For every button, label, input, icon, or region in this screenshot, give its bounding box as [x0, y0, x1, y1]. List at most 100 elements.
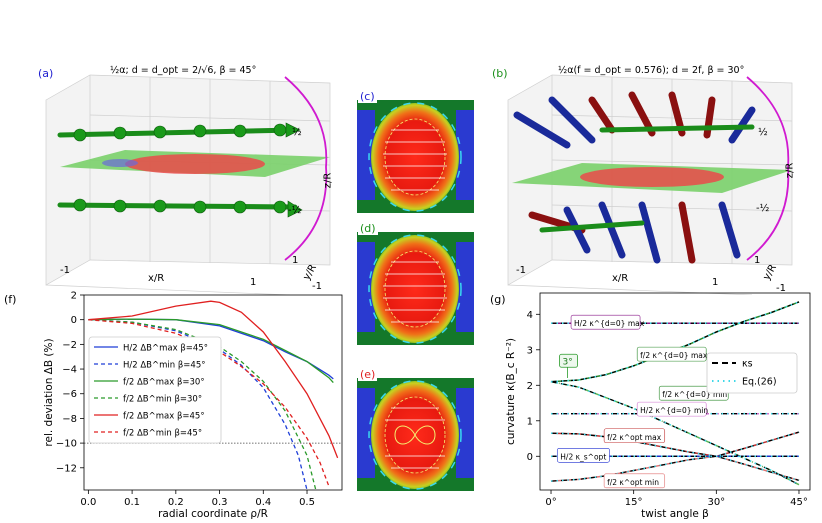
y-tick-label: 3 — [527, 345, 533, 356]
x-tick-label: 0° — [545, 497, 556, 508]
curve-label-box — [636, 401, 707, 417]
eq26-overlay — [550, 431, 800, 458]
panel-a-x-tick-left: -1 — [60, 265, 70, 276]
y-tick-label: −8 — [62, 414, 77, 425]
curve-label-box — [603, 473, 666, 489]
panel-a-y-tick-top: 1 — [292, 255, 299, 266]
x-tick-label: 0.4 — [255, 497, 271, 508]
panel-b-y-tick-top: 1 — [754, 255, 761, 266]
x-tick-label: 30° — [707, 497, 725, 508]
panel-b-label: (b) — [492, 67, 508, 80]
x-tick-label: 45° — [790, 497, 808, 508]
series-line-2 — [88, 318, 334, 384]
panel-c: (c) — [357, 90, 474, 213]
panel-c-label: (c) — [358, 90, 377, 103]
plot-frame — [539, 292, 811, 491]
panel-a-z-tick-top: ½ — [292, 127, 302, 138]
panel-b-x-tick-left: -1 — [516, 265, 526, 276]
y-tick-label: 0 — [71, 315, 77, 326]
legend-label: H/2 ΔB^max β=45° — [123, 344, 208, 354]
curve-label: H/2 κ^{d=0} max — [574, 319, 645, 328]
panel-f-chart: (f) 0.0 0.1 0.2 0.3 0.4 0.5 2 0 −2 −4 −6 −8 −10 −12 rad… — [4, 291, 343, 520]
panel-b-x-label: x/R — [612, 273, 629, 284]
curve-label-box — [570, 314, 641, 330]
curve-label-box — [636, 346, 707, 362]
x-axis-label: twist angle β — [641, 508, 709, 520]
panel-b-z-label: z/R — [784, 162, 796, 179]
panel-b: (b) ½α(f = d_opt = 0.576); d = 2f, β = 3… — [492, 55, 812, 295]
legend-label: f/2 ΔB^max β=30° — [123, 378, 205, 388]
x-tick-label: 0.5 — [299, 497, 315, 508]
y-tick-label: 2 — [527, 381, 533, 392]
panel-a-3d-plot — [45, 74, 331, 295]
panel-e: (e) — [357, 368, 474, 491]
series-line-5 — [88, 319, 330, 487]
panel-f: (f) 0.0 0.1 0.2 0.3 0.4 0.5 2 0 −2 −4 −6 −8 −10 −12 rad… — [0, 285, 350, 523]
curve-label: f/2 κ^opt min — [607, 478, 659, 487]
y-axis-label: rel. deviation ΔB (%) — [43, 338, 55, 446]
panel-a-z-label: z/R — [322, 172, 334, 189]
panel-b-3d-plot — [507, 74, 793, 295]
legend-label: f/2 ΔB^max β=45° — [123, 412, 205, 422]
y-tick-label: −6 — [62, 389, 77, 400]
curve-label: H/2 κ^{d=0} min — [640, 406, 708, 415]
x-tick-label: 0.3 — [212, 497, 228, 508]
panel-b-y-tick-bottom: -1 — [776, 283, 786, 294]
x-tick-label: 0.1 — [124, 497, 140, 508]
panel-a-x-label: x/R — [148, 273, 165, 284]
y-tick-label: −4 — [62, 365, 77, 376]
y-axis-label: curvature κ(B_c R⁻²) — [505, 338, 517, 445]
x-tick-label: 0.0 — [80, 497, 96, 508]
panel-a-label: (a) — [38, 67, 54, 80]
y-tick-label: −12 — [56, 463, 77, 474]
panel-d-label: (d) — [358, 222, 378, 235]
curve-label-box — [556, 447, 610, 463]
x-axis-label: radial coordinate ρ/R — [158, 508, 268, 520]
eq26-overlay — [550, 455, 800, 482]
legend-label: f/2 ΔB^min β=45° — [123, 429, 202, 439]
panel-g-label: (g) — [490, 293, 506, 306]
series-line-4 — [88, 300, 339, 459]
panel-b-x-tick-right: 1 — [712, 277, 719, 288]
annotation-box — [559, 353, 578, 368]
y-tick-label: −10 — [56, 439, 77, 450]
panel-b-caption: ½α(f = d_opt = 0.576); d = 2f, β = 30° — [558, 65, 745, 76]
plot-frame — [83, 294, 343, 491]
panel-a-caption: ½α; d = d_opt = 2/√6, β = 45° — [110, 65, 257, 76]
panel-f-label: (f) — [4, 293, 16, 306]
y-tick-label: 1 — [527, 416, 533, 427]
legend-label: H/2 ΔB^min β=45° — [123, 361, 205, 371]
curve-label: f/2 κ^{d=0} max — [640, 351, 708, 360]
curve-label: H/2 κ_s^opt — [560, 452, 606, 461]
panel-e-label: (e) — [358, 368, 378, 381]
legend-box — [88, 336, 222, 444]
panel-e-heatmap — [357, 378, 474, 491]
panel-b-z-tick-top: ½ — [758, 127, 768, 138]
panel-a-z-tick-bottom: -½ — [288, 205, 302, 216]
y-tick-label: 0 — [527, 452, 533, 463]
panel-a-y-tick-bottom: -1 — [312, 281, 322, 292]
x-tick-label: 15° — [625, 497, 643, 508]
x-tick-label: 0.2 — [168, 497, 184, 508]
panel-c-heatmap — [357, 100, 474, 213]
panel-a-x-tick-right: 1 — [250, 277, 257, 288]
y-tick-label: −2 — [62, 340, 77, 351]
y-tick-label: 4 — [527, 310, 533, 321]
panel-d-heatmap — [357, 232, 474, 345]
legend-label: Eq.(26) — [742, 377, 777, 388]
panel-a: (a) ½α; d = d_opt = 2/√6, β = 45° z/R ½ … — [30, 55, 350, 295]
legend-label: κs — [742, 359, 753, 370]
legend-label: f/2 ΔB^min β=30° — [123, 395, 202, 405]
kappa-s-overlay — [550, 301, 800, 383]
panel-b-z-tick-bottom: -½ — [756, 203, 770, 214]
series-line-3 — [88, 319, 317, 491]
panel-g-chart: (g) 0° 15° 30° 45° 0 1 2 3 4 twist angle β curvatur… — [490, 292, 811, 520]
annotation-3deg: 3° — [563, 357, 573, 367]
y-tick-label: 2 — [71, 291, 77, 302]
curve-label-box — [603, 428, 666, 444]
curve-label: f/2 κ^{d=0} min — [662, 390, 727, 399]
panel-g: (g) 0° 15° 30° 45° 0 1 2 3 4 twist angle β curvatur… — [480, 285, 822, 523]
curve-label: f/2 κ^opt max — [607, 433, 662, 442]
panel-d: (d) — [357, 222, 474, 345]
legend-box — [706, 352, 798, 394]
